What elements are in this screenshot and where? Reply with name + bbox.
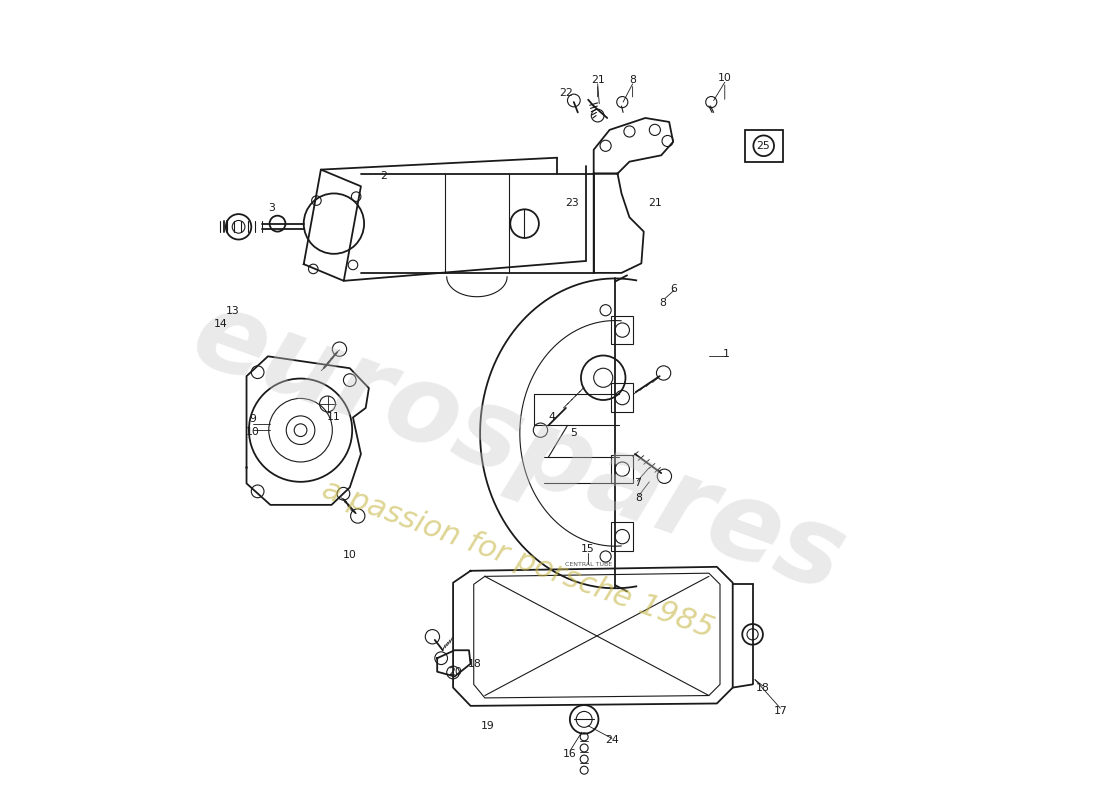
Text: 18: 18 — [756, 682, 770, 693]
Text: 11: 11 — [327, 413, 341, 422]
Text: 24: 24 — [605, 735, 619, 745]
Text: 16: 16 — [563, 749, 576, 758]
Text: 7: 7 — [634, 478, 641, 489]
Bar — [612, 316, 634, 344]
Text: 18: 18 — [468, 658, 482, 669]
Text: 19: 19 — [481, 721, 495, 730]
Text: 21: 21 — [648, 198, 662, 208]
Bar — [612, 383, 634, 412]
Text: 5: 5 — [571, 428, 578, 438]
Text: 9: 9 — [250, 414, 256, 424]
Text: 8: 8 — [629, 75, 636, 85]
Text: 21: 21 — [591, 75, 605, 85]
Text: 14: 14 — [214, 318, 228, 329]
Text: 13: 13 — [226, 306, 239, 316]
Bar — [745, 130, 783, 162]
Text: 8: 8 — [659, 298, 667, 308]
Text: a passion for porsche 1985: a passion for porsche 1985 — [318, 474, 718, 643]
Text: 10: 10 — [246, 426, 260, 437]
Text: 4: 4 — [548, 413, 556, 422]
Text: 2: 2 — [379, 171, 386, 181]
Text: 6: 6 — [671, 284, 678, 294]
Text: 1: 1 — [723, 349, 729, 359]
Bar — [612, 455, 634, 483]
Text: eurospares: eurospares — [178, 281, 858, 614]
Text: 3: 3 — [268, 202, 275, 213]
Text: 20: 20 — [448, 666, 462, 677]
Bar — [612, 522, 634, 551]
Text: 22: 22 — [559, 88, 573, 98]
Text: 10: 10 — [343, 550, 356, 560]
Text: 25: 25 — [756, 141, 770, 150]
Text: 17: 17 — [773, 706, 788, 717]
Text: 10: 10 — [718, 74, 732, 83]
Text: CENTRAL TUBE: CENTRAL TUBE — [564, 562, 612, 567]
Text: 8: 8 — [636, 493, 642, 502]
Text: 15: 15 — [581, 544, 595, 554]
Text: 23: 23 — [565, 198, 579, 208]
